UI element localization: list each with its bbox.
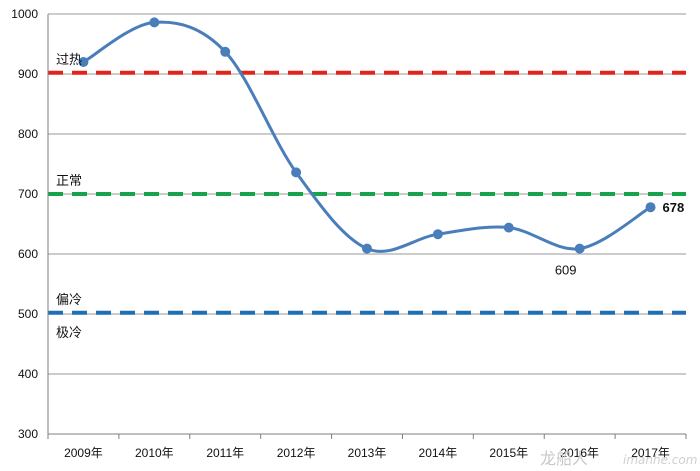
data-point-0: [78, 57, 89, 67]
data-point-8: [645, 202, 656, 213]
watermark-text: 龙船人: [540, 449, 588, 468]
data-point-6: [503, 222, 514, 233]
x-tick-label-3: 2012年: [277, 446, 316, 460]
x-tick-label-6: 2015年: [489, 446, 528, 460]
x-tick-label-5: 2014年: [419, 446, 458, 460]
data-point-5: [432, 229, 443, 240]
y-tick-label-400: 400: [18, 367, 38, 381]
data-point-2: [220, 46, 231, 57]
y-tick-label-800: 800: [18, 127, 38, 141]
watermark-subtext: imanhe.com: [623, 453, 697, 467]
x-tick-label-2: 2011年: [206, 446, 244, 460]
reference-label-1: 正常: [56, 174, 82, 189]
gridlines: [48, 13, 686, 435]
y-tick-label-1000: 1000: [11, 7, 38, 21]
axes: 300 400 500 600 700 800 900 1000 2009年 2010年 2011年…: [11, 7, 687, 460]
data-point-1: [149, 17, 160, 28]
reference-lines: [48, 70, 686, 315]
data-point-3: [291, 167, 302, 178]
x-tick-label-1: 2010年: [135, 446, 174, 460]
x-tick-label-0: 2009年: [64, 446, 103, 460]
y-tick-label-700: 700: [18, 187, 38, 201]
data-label-7: 609: [555, 263, 577, 278]
y-tick-label-500: 500: [18, 307, 38, 321]
series-layer: [78, 17, 656, 254]
series-line-0: [82, 20, 652, 253]
data-point-7: [574, 243, 585, 254]
x-tick-label-8: 2017年: [631, 446, 670, 460]
reference-label-2: 偏冷: [56, 293, 82, 308]
x-tick-label-7: 2016年: [560, 446, 599, 460]
extra-label-0: 极冷: [56, 326, 82, 341]
x-tick-label-4: 2013年: [348, 446, 387, 460]
reference-label-0: 过热: [56, 53, 82, 68]
watermark: 龙船人 imanhe.com: [540, 449, 697, 468]
data-label-8: 678: [663, 200, 685, 215]
y-tick-label-600: 600: [18, 247, 38, 261]
y-tick-label-900: 900: [18, 67, 38, 81]
data-point-4: [362, 243, 372, 254]
y-tick-label-300: 300: [18, 427, 38, 441]
